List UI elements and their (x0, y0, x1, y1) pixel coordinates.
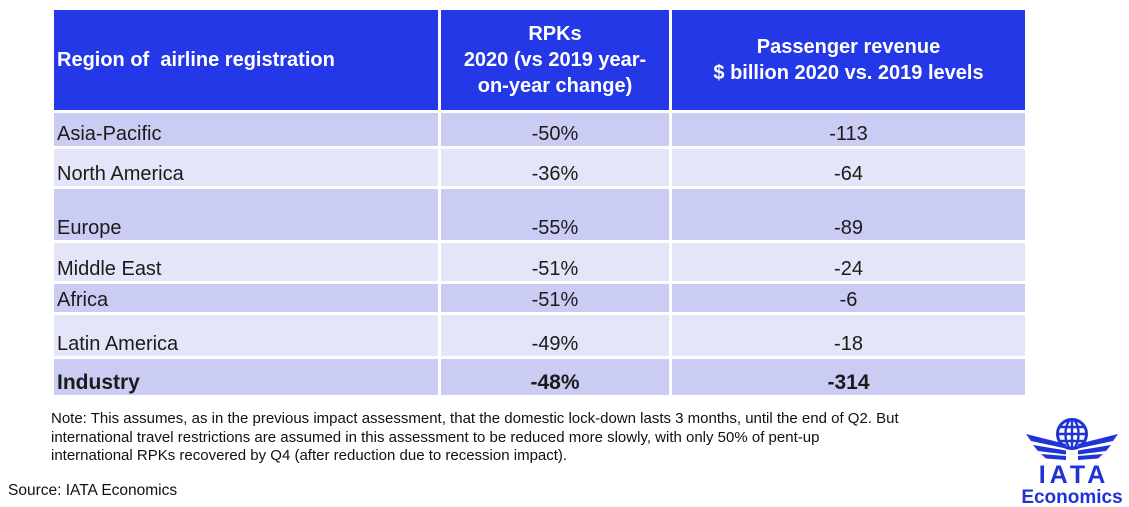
table-row-asia-pacific: Asia-Pacific -50% -113 (54, 113, 1025, 146)
col-header-revenue: Passenger revenue $ billion 2020 vs. 201… (672, 10, 1025, 110)
revenue-cell: -314 (672, 359, 1025, 395)
rpk-cell: -51% (441, 284, 669, 312)
iata-wordmark: IATA (1038, 461, 1110, 489)
table-row-europe: Europe -55% -89 (54, 189, 1025, 240)
impact-table: Region of airline registration RPKs 2020… (51, 7, 1028, 398)
revenue-cell: -6 (672, 284, 1025, 312)
footnote: Note: This assumes, as in the previous i… (51, 410, 899, 464)
table-row-africa: Africa -51% -6 (54, 284, 1025, 312)
iata-logo: IATA Economics (1018, 415, 1126, 507)
rpk-cell: -51% (441, 243, 669, 281)
iata-economics-label: Economics (1021, 487, 1123, 507)
table-row-latin-america: Latin America -49% -18 (54, 315, 1025, 356)
rpk-cell: -50% (441, 113, 669, 146)
rpk-cell: -36% (441, 149, 669, 186)
iata-winged-globe-icon (1026, 418, 1118, 460)
region-cell: Industry (54, 359, 438, 395)
rpk-cell: -55% (441, 189, 669, 240)
region-cell: Middle East (54, 243, 438, 281)
revenue-cell: -24 (672, 243, 1025, 281)
table-row-industry-total: Industry -48% -314 (54, 359, 1025, 395)
rpk-cell: -49% (441, 315, 669, 356)
region-cell: Europe (54, 189, 438, 240)
region-cell: North America (54, 149, 438, 186)
rpk-cell: -48% (441, 359, 669, 395)
region-cell: Asia-Pacific (54, 113, 438, 146)
col-header-rpk: RPKs 2020 (vs 2019 year- on-year change) (441, 10, 669, 110)
col-header-region: Region of airline registration (54, 10, 438, 110)
source-attribution: Source: IATA Economics (8, 482, 178, 499)
revenue-cell: -64 (672, 149, 1025, 186)
table-header-row: Region of airline registration RPKs 2020… (54, 10, 1025, 110)
table-row-middle-east: Middle East -51% -24 (54, 243, 1025, 281)
table-row-north-america: North America -36% -64 (54, 149, 1025, 186)
region-cell: Latin America (54, 315, 438, 356)
revenue-cell: -113 (672, 113, 1025, 146)
revenue-cell: -18 (672, 315, 1025, 356)
revenue-cell: -89 (672, 189, 1025, 240)
region-cell: Africa (54, 284, 438, 312)
